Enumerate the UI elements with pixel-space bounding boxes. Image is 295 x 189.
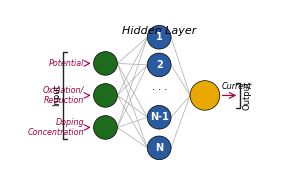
Text: Input: Input xyxy=(52,84,61,106)
Text: · · ·: · · · xyxy=(152,85,167,95)
Text: Oxidation/
Reduction: Oxidation/ Reduction xyxy=(43,86,84,105)
Ellipse shape xyxy=(147,136,171,160)
Text: N-1: N-1 xyxy=(150,112,169,122)
Ellipse shape xyxy=(94,52,117,75)
Text: Hidden Layer: Hidden Layer xyxy=(122,26,196,36)
Ellipse shape xyxy=(94,84,117,107)
Ellipse shape xyxy=(147,26,171,49)
Ellipse shape xyxy=(147,105,171,129)
Ellipse shape xyxy=(147,53,171,77)
Text: 1: 1 xyxy=(156,32,163,42)
Text: Doping
Concentration: Doping Concentration xyxy=(28,118,84,137)
Text: Output: Output xyxy=(242,81,251,110)
Text: Potential: Potential xyxy=(49,59,84,68)
Text: 2: 2 xyxy=(156,60,163,70)
Ellipse shape xyxy=(94,116,117,139)
Text: N: N xyxy=(155,143,163,153)
Text: Current: Current xyxy=(222,82,252,91)
Ellipse shape xyxy=(190,81,220,110)
